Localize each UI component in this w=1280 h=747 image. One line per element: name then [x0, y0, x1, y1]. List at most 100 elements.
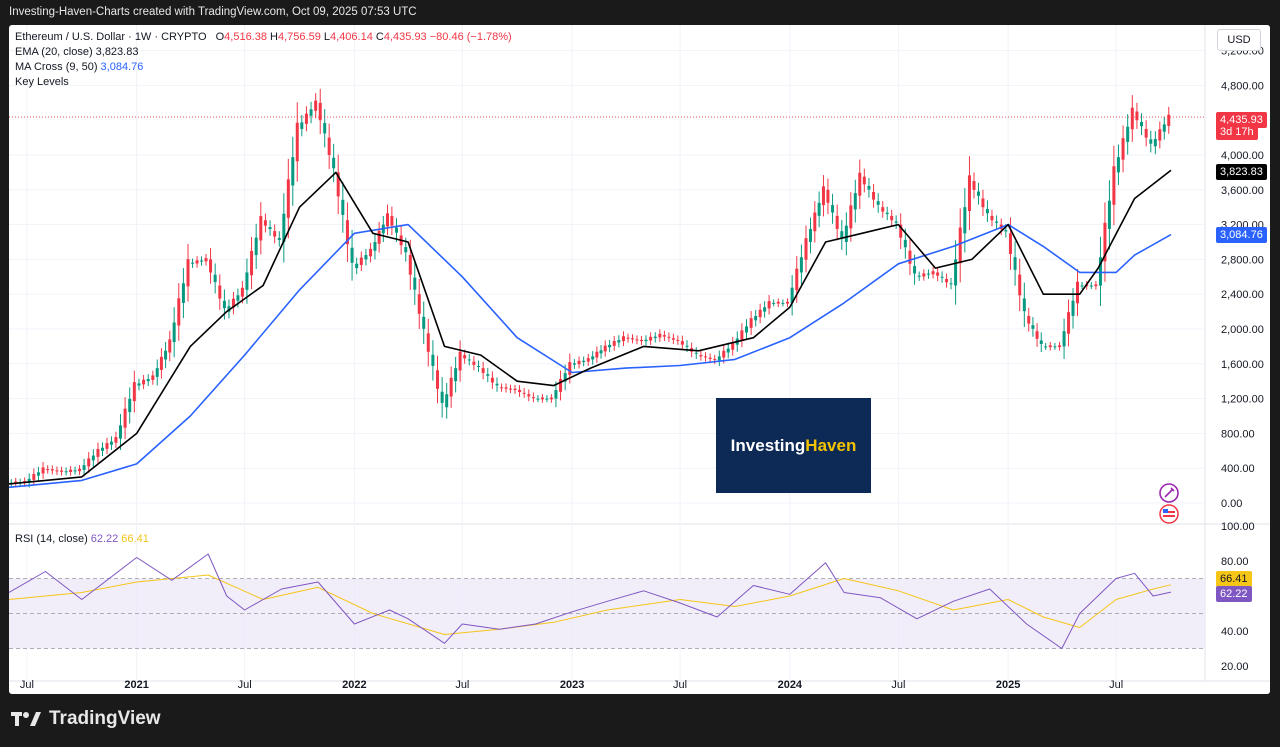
candle-body — [181, 283, 185, 303]
candle-body — [96, 448, 100, 457]
candle-body — [218, 285, 222, 299]
candle-body — [109, 441, 113, 445]
chart-panel[interactable]: 0.00 400.00 800.00 1,200.00 1,600.00 2,000.00… — [9, 25, 1270, 694]
candle-body — [155, 368, 159, 377]
candle-body — [685, 345, 689, 347]
candle-body — [1058, 345, 1062, 348]
candle-body — [1031, 325, 1035, 329]
currency-button[interactable]: USD — [1217, 29, 1261, 51]
candle-body — [118, 425, 122, 439]
candle-body — [227, 306, 231, 312]
candle-body — [404, 247, 408, 253]
candle-body — [722, 350, 726, 358]
rsi-ma-line — [9, 574, 1172, 635]
candle-body — [91, 455, 95, 461]
candle-body — [740, 330, 744, 340]
candle-body — [1089, 285, 1093, 287]
candle-body — [204, 258, 208, 262]
candle-body — [355, 263, 359, 269]
candle-body — [336, 172, 340, 197]
candle-body — [591, 356, 595, 360]
magic-wand-icon[interactable] — [1158, 482, 1180, 504]
candle-body — [291, 157, 295, 186]
chart-caption: Investing-Haven-Charts created with Trad… — [9, 6, 417, 18]
candle-body — [708, 357, 712, 360]
countdown-tag: 3d 17h — [1216, 124, 1258, 140]
candle-body — [213, 274, 217, 283]
time-tick-label: Jul — [673, 679, 687, 691]
ema-legend[interactable]: EMA (20, close) 3,823.83 — [15, 46, 138, 58]
price-tick-label: 2,400.00 — [1221, 289, 1264, 301]
candle-body — [831, 205, 835, 213]
candle-body — [1126, 126, 1130, 142]
candle-body — [27, 478, 31, 483]
candle-body — [327, 137, 331, 155]
candle-body — [940, 276, 944, 278]
candle-body — [318, 102, 322, 121]
candle-body — [195, 260, 199, 264]
candle-body — [1004, 230, 1008, 232]
candle-body — [395, 227, 399, 233]
candle-body — [413, 277, 417, 290]
tradingview-brand[interactable]: TradingView — [11, 708, 161, 730]
candle-body — [853, 193, 857, 210]
candle-body — [101, 447, 105, 451]
candle-body — [522, 392, 526, 394]
candle-body — [60, 470, 64, 472]
candle-body — [790, 287, 794, 303]
candle-body — [890, 215, 894, 221]
candle-body — [323, 122, 327, 134]
open-value: 4,516.38 — [224, 31, 267, 43]
candle-body — [949, 283, 953, 285]
candle-body — [653, 336, 657, 339]
price-tick-label: 4,800.00 — [1221, 80, 1264, 92]
candle-body — [463, 355, 467, 359]
candle-body — [582, 360, 586, 363]
candle-body — [481, 368, 485, 373]
candle-body — [417, 294, 421, 314]
price-tick-label: 1,200.00 — [1221, 394, 1264, 406]
key-levels-legend[interactable]: Key Levels — [15, 76, 69, 88]
candle-body — [626, 337, 630, 339]
candle-body — [1116, 157, 1120, 173]
candle-body — [808, 228, 812, 242]
candle-body — [713, 359, 717, 361]
candle-body — [300, 122, 304, 129]
candle-body — [55, 470, 59, 472]
candle-body — [472, 361, 476, 365]
candle-body — [350, 247, 354, 263]
flag-icon[interactable] — [1158, 503, 1180, 525]
candle-body — [958, 227, 962, 264]
candle-body — [50, 469, 54, 471]
candle-body — [972, 181, 976, 190]
ma-value: 3,084.76 — [100, 61, 144, 73]
candle-body — [254, 237, 258, 256]
candle-body — [658, 333, 662, 338]
candle-body — [422, 316, 426, 329]
candle-body — [369, 248, 373, 257]
candle-body — [536, 398, 540, 400]
candle-body — [559, 379, 563, 392]
candle-body — [563, 373, 567, 382]
candle-body — [917, 275, 921, 277]
candle-body — [64, 471, 68, 473]
candle-body — [1158, 129, 1162, 141]
candle-body — [903, 239, 907, 248]
time-tick-label: Jul — [238, 679, 252, 691]
symbol-name[interactable]: Ethereum / U.S. Dollar · 1W · CRYPTO — [15, 31, 207, 43]
candle-body — [87, 458, 91, 467]
rsi-legend[interactable]: RSI (14, close) 62.22 66.41 — [15, 533, 149, 545]
candle-body — [231, 298, 235, 308]
close-value: 4,435.93 — [383, 31, 427, 43]
candle-body — [676, 339, 680, 341]
candle-body — [259, 216, 263, 241]
candle-body — [282, 213, 286, 242]
candle-body — [32, 473, 36, 480]
candle-body — [1008, 233, 1012, 254]
ma-legend[interactable]: MA Cross (9, 50) 3,084.76 — [15, 61, 143, 73]
candle-body — [922, 273, 926, 277]
rsi-tick-label: 20.00 — [1221, 661, 1249, 673]
candle-body — [667, 336, 671, 338]
chart-svg[interactable]: 0.00 400.00 800.00 1,200.00 1,600.00 2,000.00… — [9, 25, 1270, 694]
time-tick-label: 2023 — [560, 679, 584, 691]
